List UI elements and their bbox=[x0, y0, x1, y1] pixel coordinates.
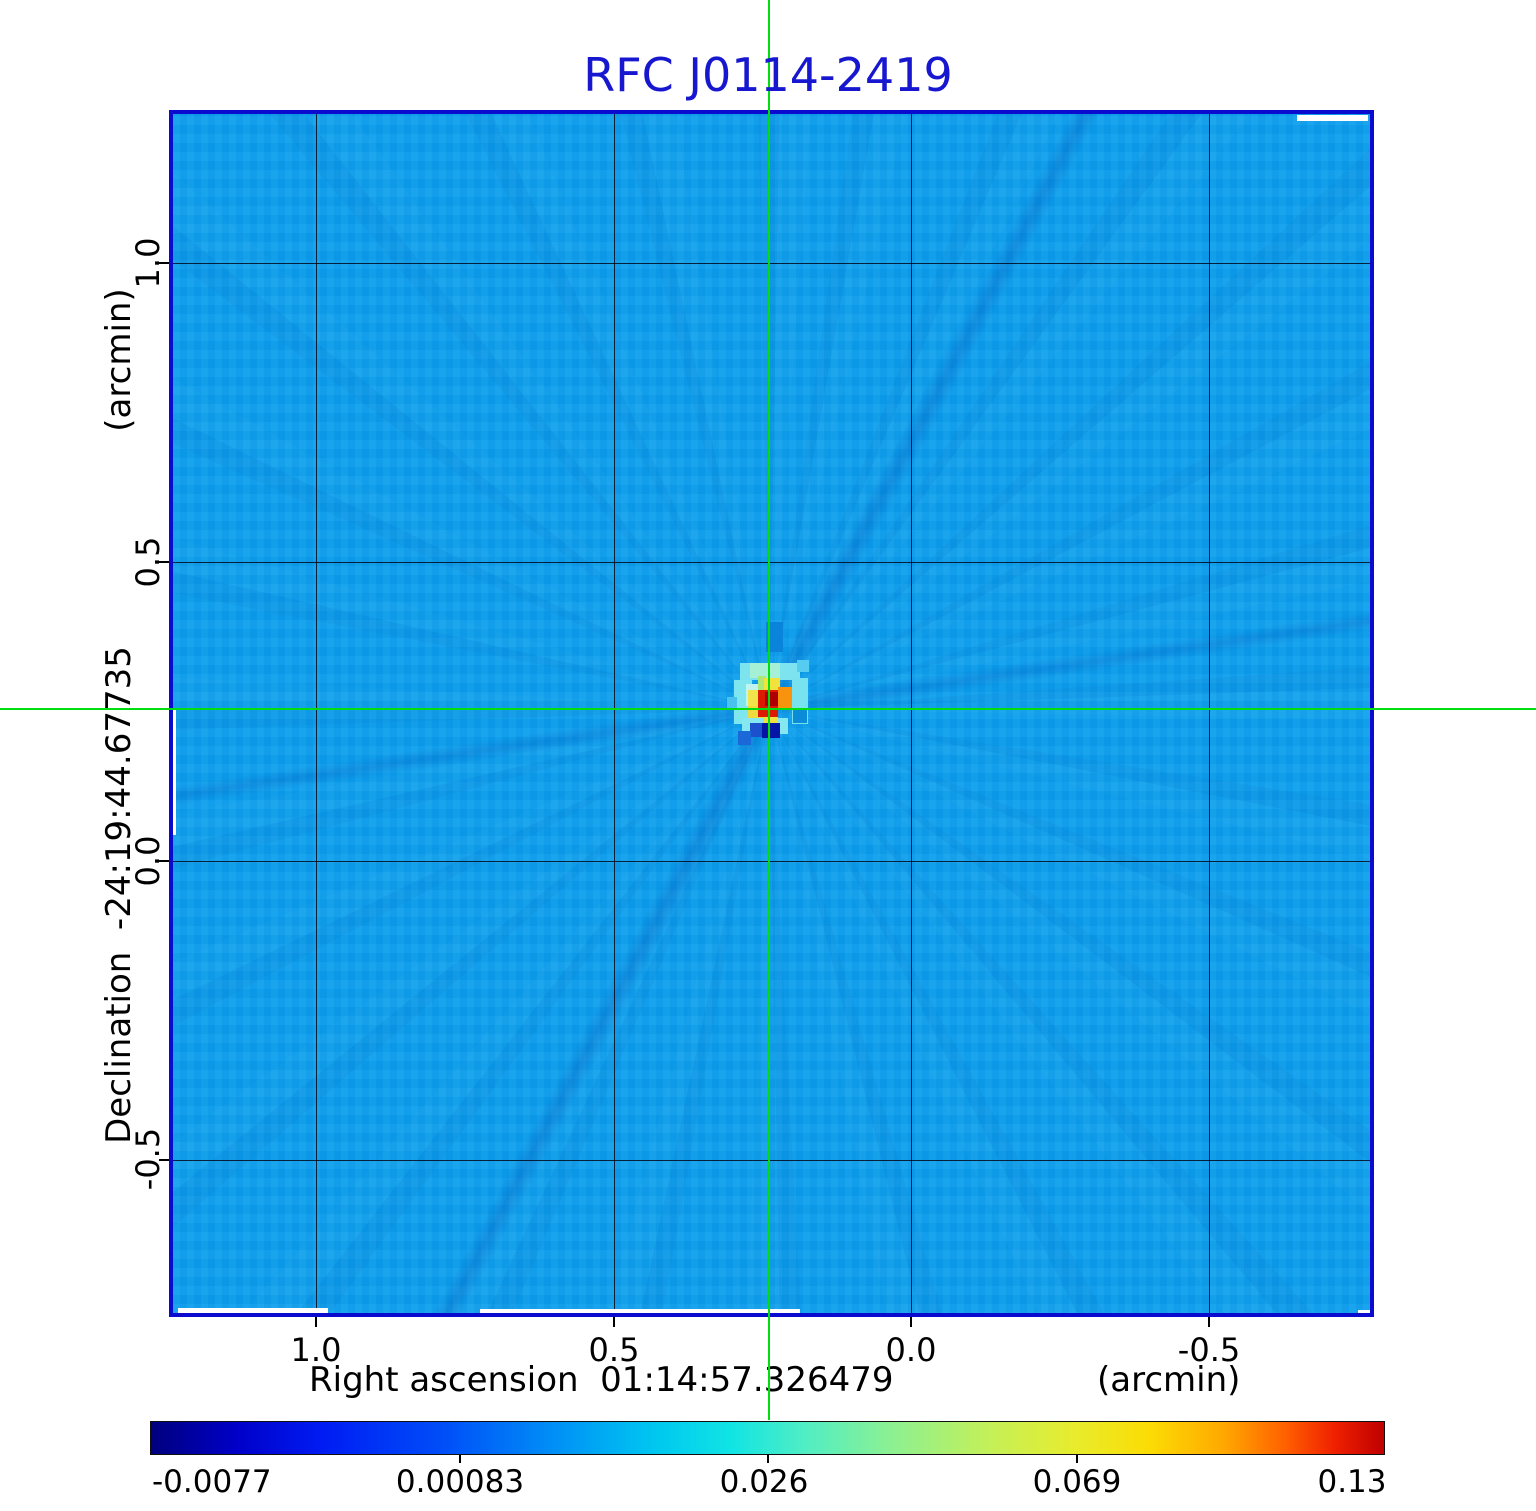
grid-line-horizontal bbox=[173, 562, 1370, 563]
image-edge-artifact bbox=[178, 1308, 328, 1313]
y-tick-label: 1.0 bbox=[129, 237, 167, 289]
source-pixel bbox=[738, 731, 751, 745]
y-tick-label: 0.5 bbox=[129, 536, 167, 588]
image-edge-artifact bbox=[480, 1309, 800, 1313]
source-pixel bbox=[750, 663, 780, 678]
colorbar-label: 0.00083 bbox=[395, 1464, 525, 1500]
grid-line-vertical bbox=[911, 114, 912, 1313]
x-axis-tickmark bbox=[613, 1317, 615, 1327]
source-pixel bbox=[765, 692, 778, 706]
source-pixel bbox=[750, 723, 762, 737]
colorbar-label: -0.0077 bbox=[152, 1464, 272, 1500]
x-axis-tickmark bbox=[315, 1317, 317, 1327]
crosshair-vertical-line bbox=[768, 0, 770, 1420]
colorbar-label: 0.069 bbox=[1032, 1464, 1122, 1500]
source-pixel bbox=[764, 715, 778, 723]
grid-line-vertical bbox=[1209, 114, 1210, 1313]
x-axis-tickmark bbox=[1208, 1317, 1210, 1327]
x-tick-label: -0.5 bbox=[1177, 1331, 1241, 1369]
grid-line-horizontal bbox=[173, 861, 1370, 862]
x-tick-label: 1.0 bbox=[290, 1331, 342, 1369]
colorbar-tickmark bbox=[459, 1455, 461, 1463]
sky-map-panel bbox=[169, 110, 1374, 1317]
y-axis-tickmark bbox=[159, 860, 169, 862]
source-pixel bbox=[762, 723, 780, 738]
grid-line-horizontal bbox=[173, 263, 1370, 264]
x-axis-tickmark bbox=[910, 1317, 912, 1327]
source-pixel bbox=[766, 622, 783, 652]
source-pixel bbox=[748, 690, 758, 706]
x-axis-label: Right ascension 01:14:57.326479 bbox=[309, 1360, 894, 1400]
source-pixel bbox=[797, 660, 809, 672]
crosshair-horizontal-line bbox=[0, 708, 1536, 710]
colorbar-tickmark bbox=[767, 1455, 769, 1463]
source-pixel bbox=[793, 708, 807, 723]
y-axis-label: Declination -24:19:44.67735 bbox=[99, 646, 139, 1144]
y-tick-label: 0.0 bbox=[129, 835, 167, 887]
x-axis-unit-label: (arcmin) bbox=[1097, 1360, 1241, 1400]
page-title: RFC J0114-2419 bbox=[583, 48, 953, 102]
colorbar-tickmark bbox=[1076, 1455, 1078, 1463]
y-axis-tickmark bbox=[159, 1159, 169, 1161]
y-axis-tickmark bbox=[159, 561, 169, 563]
y-axis-unit-label: (arcmin) bbox=[99, 288, 139, 432]
colorbar-label: 0.026 bbox=[719, 1464, 809, 1500]
colorbar bbox=[150, 1421, 1385, 1455]
y-axis-tickmark bbox=[159, 262, 169, 264]
source-pixel bbox=[778, 687, 792, 708]
colorbar-label: 0.13 bbox=[1317, 1464, 1387, 1500]
grid-line-vertical bbox=[316, 114, 317, 1313]
x-tick-label: 0.5 bbox=[588, 1331, 640, 1369]
source-pixel bbox=[727, 697, 737, 709]
x-tick-label: 0.0 bbox=[885, 1331, 937, 1369]
source-pixel bbox=[758, 676, 766, 690]
grid-line-vertical bbox=[614, 114, 615, 1313]
image-edge-artifact bbox=[1297, 115, 1368, 121]
y-tick-label: -0.5 bbox=[129, 1127, 167, 1191]
image-edge-artifact bbox=[1358, 1310, 1370, 1313]
grid-line-horizontal bbox=[173, 1160, 1370, 1161]
image-edge-artifact bbox=[173, 710, 176, 835]
